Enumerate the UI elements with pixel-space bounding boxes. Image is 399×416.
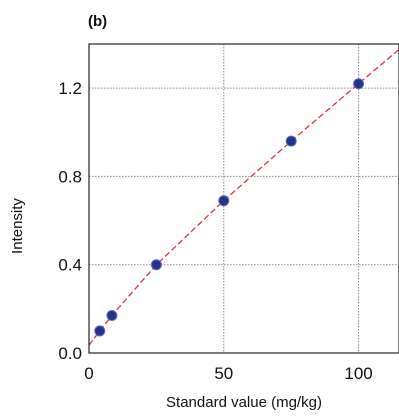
y-tick-label: 0.4	[58, 256, 82, 275]
data-point	[218, 195, 230, 207]
plot-area-frame	[88, 43, 399, 354]
data-point	[285, 135, 297, 147]
x-tick-labels: 0 50 100	[84, 364, 372, 383]
data-point	[94, 325, 106, 337]
x-axis-title: Standard value (mg/kg)	[166, 394, 322, 411]
y-tick-label: 1.2	[58, 79, 82, 98]
panel-label: (b)	[88, 13, 107, 30]
y-tick-label: 0.8	[58, 167, 82, 186]
regression-fit-line	[88, 49, 399, 346]
data-point	[150, 259, 162, 271]
x-tick-label: 50	[214, 364, 233, 383]
y-tick-labels: 0.0 0.4 0.8 1.2	[58, 79, 82, 363]
data-points	[94, 78, 365, 337]
x-tick-label: 100	[344, 364, 372, 383]
x-tick-label: 0	[84, 364, 93, 383]
y-axis-title: Intensity	[9, 198, 26, 254]
data-point	[106, 309, 118, 321]
y-tick-label: 0.0	[58, 344, 82, 363]
fit-layer	[88, 49, 399, 346]
grid-layer	[89, 44, 399, 353]
data-point	[353, 78, 365, 90]
